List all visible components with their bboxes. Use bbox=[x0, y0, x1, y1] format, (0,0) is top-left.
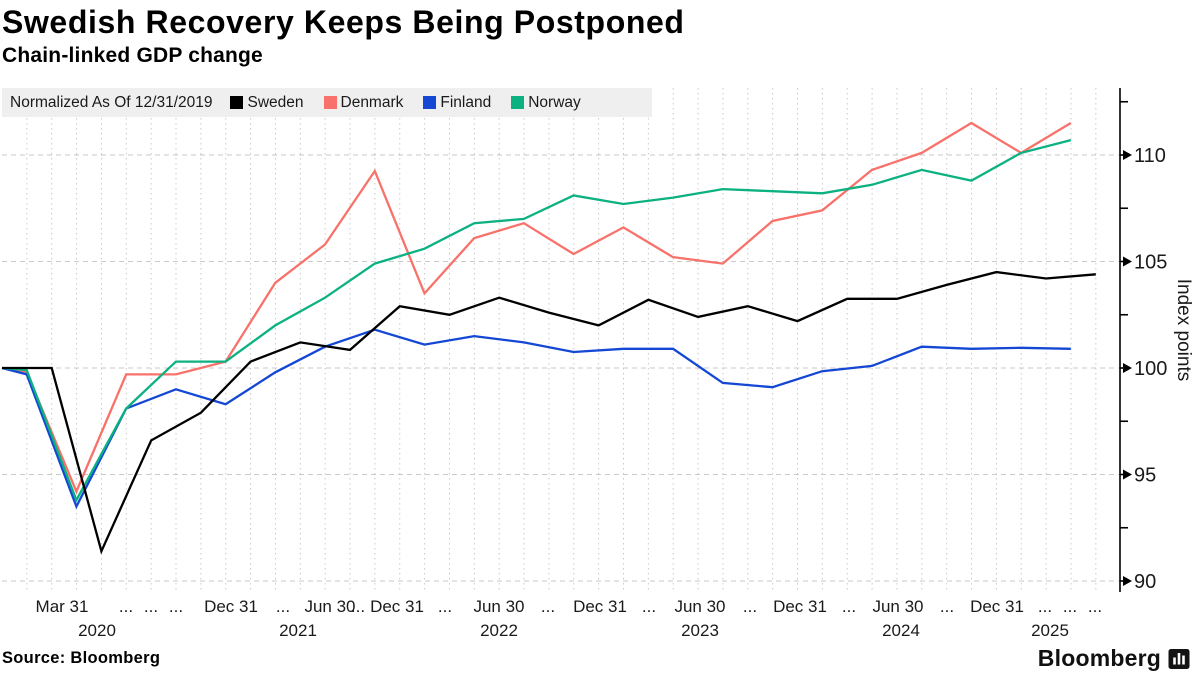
series-line-finland bbox=[1, 328, 1071, 510]
x-tick-label: ... bbox=[743, 597, 757, 616]
y-tick-arrow-icon bbox=[1123, 576, 1132, 586]
x-tick-label: ... bbox=[642, 597, 656, 616]
x-tick-label: Jun 30 bbox=[304, 597, 355, 616]
bloomberg-brand: Bloomberg bbox=[1038, 645, 1190, 672]
sweden-swatch-icon bbox=[230, 96, 244, 109]
x-year-label: 2021 bbox=[279, 621, 317, 640]
y-tick-label: 90 bbox=[1134, 571, 1156, 593]
y-axis-title: Index points bbox=[1173, 279, 1194, 381]
legend-label: Finland bbox=[440, 93, 492, 111]
x-tick-label: ... bbox=[1063, 597, 1077, 616]
legend-label: Norway bbox=[528, 93, 581, 111]
x-tick-label: Dec 31 bbox=[204, 597, 258, 616]
x-year-label: 2020 bbox=[78, 621, 116, 640]
x-tick-label: ... bbox=[438, 597, 452, 616]
x-tick-label: Mar 31 bbox=[36, 597, 89, 616]
legend-item-denmark: Denmark bbox=[323, 93, 404, 112]
x-year-label: 2022 bbox=[480, 621, 518, 640]
series-line-denmark bbox=[1, 121, 1072, 495]
y-tick-label: 95 bbox=[1134, 465, 1156, 487]
y-tick-arrow-icon bbox=[1123, 256, 1132, 267]
series-line-norway bbox=[1, 138, 1072, 503]
x-tick-label: Jun 30 bbox=[473, 597, 524, 616]
x-year-label: 2023 bbox=[681, 621, 719, 640]
bloomberg-logo-icon bbox=[1168, 648, 1190, 669]
y-tick-arrow-icon bbox=[1123, 150, 1132, 160]
x-tick-label: Jun 30 bbox=[872, 597, 923, 616]
y-tick-arrow-icon bbox=[1123, 363, 1132, 373]
x-tick-label: ... bbox=[541, 597, 555, 616]
legend-item-sweden: Sweden bbox=[230, 93, 304, 112]
x-tick-label: ... bbox=[169, 597, 183, 616]
bloomberg-wordmark: Bloomberg bbox=[1037, 645, 1161, 671]
y-tick-label: 110 bbox=[1134, 145, 1166, 167]
x-year-label: 2024 bbox=[882, 621, 920, 640]
x-tick-label: Dec 31 bbox=[773, 597, 827, 616]
norway-swatch-icon bbox=[511, 96, 525, 109]
x-tick-label: Dec 31 bbox=[573, 597, 627, 616]
finland-swatch-icon bbox=[423, 96, 437, 109]
legend-note: Normalized As Of 12/31/2019 bbox=[10, 93, 213, 111]
x-tick-label: Jun 30 bbox=[674, 597, 725, 616]
legend-item-finland: Finland bbox=[423, 94, 491, 112]
x-tick-label: ... bbox=[144, 597, 158, 616]
legend-label: Denmark bbox=[340, 93, 404, 111]
x-year-label: 2025 bbox=[1031, 621, 1069, 640]
denmark-swatch-icon bbox=[323, 96, 337, 109]
x-tick-label: ... bbox=[276, 597, 290, 616]
legend-label: Sweden bbox=[247, 93, 304, 111]
x-tick-label: ... bbox=[940, 597, 954, 616]
x-tick-label: ... bbox=[1088, 597, 1102, 616]
page-subtitle: Chain-linked GDP change bbox=[2, 44, 263, 67]
x-tick-label: ... bbox=[351, 597, 365, 616]
series-line-sweden bbox=[2, 270, 1096, 555]
x-tick-label: ... bbox=[1038, 597, 1052, 616]
x-tick-label: ... bbox=[119, 597, 133, 616]
page-title: Swedish Recovery Keeps Being Postponed bbox=[2, 4, 685, 40]
y-tick-label: 105 bbox=[1134, 252, 1167, 274]
y-tick-arrow-icon bbox=[1123, 469, 1132, 480]
source-attribution: Source: Bloomberg bbox=[2, 649, 161, 667]
y-tick-label: 100 bbox=[1134, 358, 1167, 380]
x-tick-label: ... bbox=[842, 597, 856, 616]
chart-legend: Normalized As Of 12/31/2019 Sweden Denmar… bbox=[2, 88, 652, 117]
x-tick-label: Dec 31 bbox=[970, 597, 1024, 616]
legend-item-norway: Norway bbox=[511, 94, 581, 112]
x-tick-label: Dec 31 bbox=[370, 597, 424, 616]
